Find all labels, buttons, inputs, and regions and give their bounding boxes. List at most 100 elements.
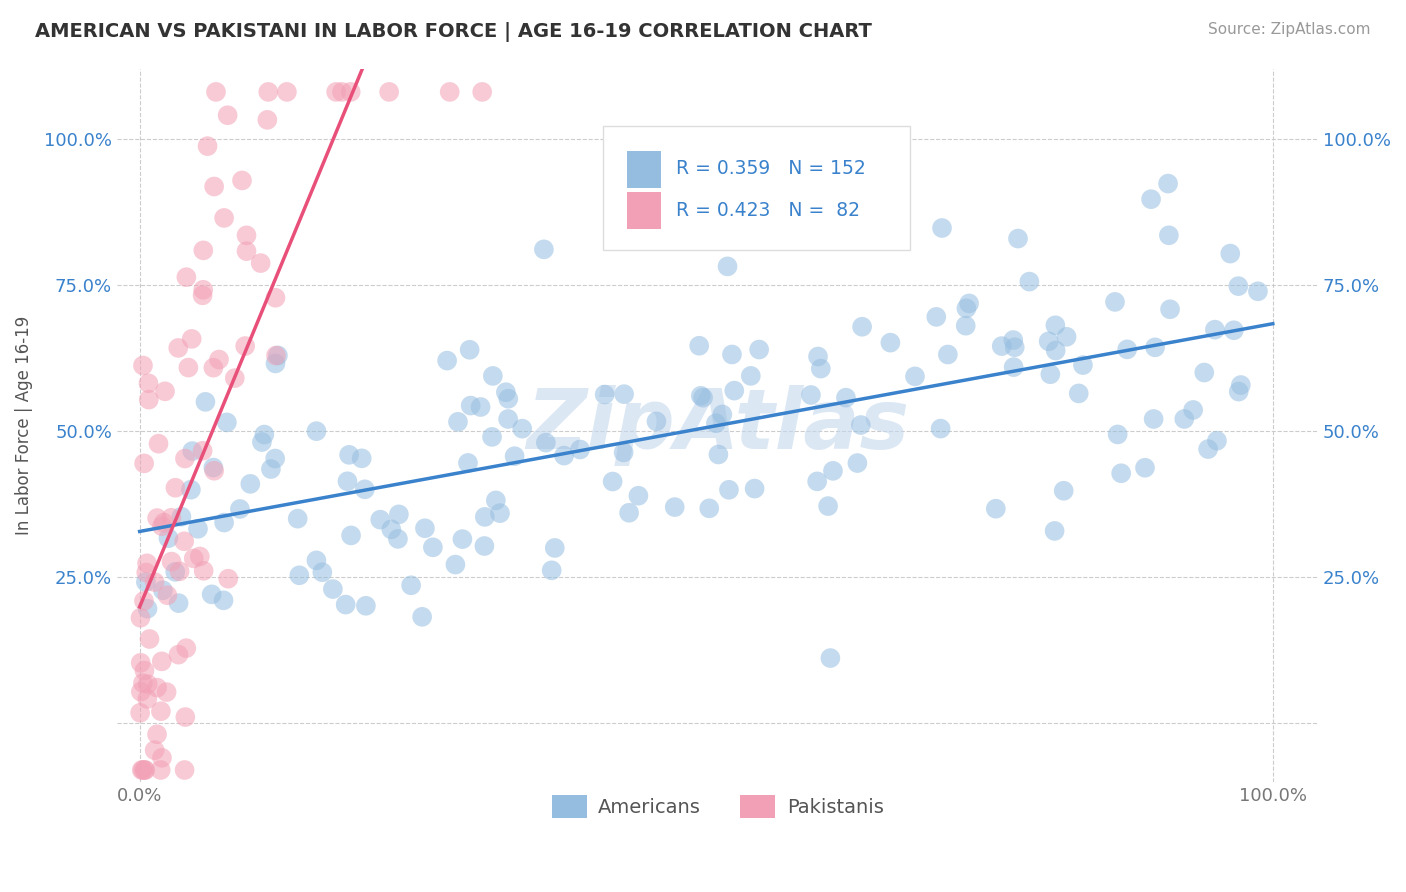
Point (451, 532, 474, 546)
Point (224, 371, 246, 385)
Point (489, 506, 512, 520)
Point (153, 384, 176, 399)
Point (1143, 412, 1166, 426)
Point (212, 593, 235, 607)
Point (233, 339, 256, 353)
Point (1219, 246, 1241, 260)
Point (593, 387, 616, 401)
Point (169, 564, 191, 578)
Point (470, 400, 492, 414)
Y-axis label: In Labor Force | Age 16-19: In Labor Force | Age 16-19 (15, 316, 32, 534)
Point (1140, 192, 1163, 206)
Point (498, 392, 520, 406)
Point (692, 391, 714, 405)
Point (1053, 483, 1076, 498)
Point (167, 648, 190, 662)
Point (820, 651, 842, 665)
Point (201, 587, 224, 601)
Point (132, 359, 155, 373)
Point (807, 350, 830, 364)
Point (984, 501, 1007, 516)
Point (1227, 279, 1250, 293)
Point (249, 256, 271, 270)
Point (723, 384, 745, 398)
Point (202, 360, 225, 375)
Point (1227, 384, 1250, 399)
Bar (627, 151, 661, 187)
Point (1206, 434, 1229, 448)
Point (235, 244, 257, 259)
Point (879, 335, 901, 350)
Point (305, 424, 328, 438)
Point (231, 173, 253, 187)
Point (540, 563, 562, 577)
Text: ZipAtlas: ZipAtlas (526, 384, 910, 466)
Point (481, 430, 503, 444)
Point (1133, 460, 1156, 475)
Point (180, 332, 202, 346)
Point (800, 388, 823, 402)
Point (851, 319, 873, 334)
Point (229, 502, 252, 516)
Point (136, 692, 159, 706)
Point (256, 112, 278, 127)
Point (311, 566, 333, 580)
Point (138, 392, 160, 407)
Point (202, 464, 225, 478)
Point (510, 422, 533, 436)
Point (810, 361, 832, 376)
Point (181, 444, 204, 458)
Point (287, 511, 309, 525)
Point (645, 414, 668, 428)
Point (704, 416, 727, 430)
Point (157, 531, 180, 545)
Point (197, 139, 219, 153)
Point (339, 85, 361, 99)
Point (267, 348, 290, 362)
Point (1038, 334, 1060, 349)
Point (260, 462, 283, 476)
Point (444, 558, 467, 572)
Point (439, 85, 461, 99)
Point (152, 516, 174, 530)
Point (160, 510, 183, 524)
Point (460, 399, 482, 413)
Point (288, 568, 311, 582)
Point (617, 506, 640, 520)
Text: R = 0.359   N = 152: R = 0.359 N = 152 (675, 159, 865, 178)
Point (387, 532, 409, 546)
Point (208, 352, 231, 367)
Point (1007, 231, 1029, 245)
Point (325, 85, 347, 99)
Text: Source: ZipAtlas.com: Source: ZipAtlas.com (1208, 22, 1371, 37)
Point (627, 489, 650, 503)
Point (174, 710, 197, 724)
Point (821, 464, 844, 478)
Point (1018, 275, 1040, 289)
Point (534, 435, 557, 450)
Point (413, 521, 436, 535)
Legend: Americans, Pakistanis: Americans, Pakistanis (544, 788, 891, 825)
Point (180, 483, 202, 497)
FancyBboxPatch shape (603, 126, 910, 251)
Point (806, 475, 828, 489)
Point (1045, 343, 1067, 358)
Point (1039, 368, 1062, 382)
Point (235, 228, 257, 243)
Point (1104, 294, 1126, 309)
Point (474, 539, 496, 553)
Point (132, 676, 155, 690)
Point (688, 339, 710, 353)
Point (399, 578, 422, 592)
Text: AMERICAN VS PAKISTANI IN LABOR FORCE | AGE 16-19 CORRELATION CHART: AMERICAN VS PAKISTANI IN LABOR FORCE | A… (35, 22, 872, 42)
Point (931, 221, 953, 235)
Point (191, 288, 214, 302)
Point (264, 451, 287, 466)
Point (337, 448, 360, 462)
Point (957, 296, 980, 310)
Point (411, 609, 433, 624)
Point (1056, 330, 1078, 344)
Point (134, 763, 156, 777)
Point (143, 575, 166, 590)
Point (744, 482, 766, 496)
